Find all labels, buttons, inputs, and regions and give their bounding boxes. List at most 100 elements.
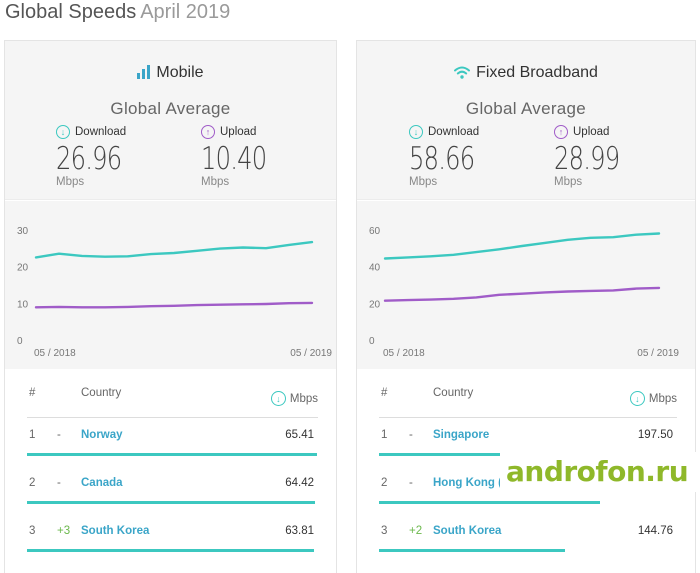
upload-arrow-icon: ↑ bbox=[554, 125, 568, 139]
signal-bars-icon bbox=[137, 65, 151, 84]
speed-header-label: Mbps bbox=[289, 392, 318, 405]
speed-header[interactable]: ↓ Mbps bbox=[629, 391, 677, 406]
row-speed-value: 63.81 bbox=[285, 525, 314, 537]
row-speed-bar bbox=[27, 501, 315, 504]
x-tick-end: 05 / 2019 bbox=[637, 348, 679, 359]
header-divider bbox=[27, 417, 318, 418]
speed-header-label: Mbps bbox=[648, 392, 677, 405]
y-tick-label: 20 bbox=[369, 299, 381, 310]
download-arrow-icon: ↓ bbox=[270, 391, 286, 406]
global-average-label: Global Average bbox=[465, 99, 587, 118]
download-label: Download bbox=[75, 126, 127, 138]
row-country-link[interactable]: Singapore bbox=[433, 429, 490, 441]
row-rank-change: +3 bbox=[57, 525, 71, 537]
y-tick-label: 40 bbox=[369, 263, 381, 274]
upload-label: Upload bbox=[220, 126, 257, 138]
country-header[interactable]: Country bbox=[81, 387, 122, 399]
upload-arrow-icon: ↑ bbox=[201, 125, 215, 139]
row-country-link[interactable]: South Korea bbox=[433, 525, 502, 537]
broadband-title[interactable]: Fixed Broadband bbox=[357, 64, 695, 84]
row-rank-change: +2 bbox=[409, 525, 423, 537]
row-country-link[interactable]: Norway bbox=[81, 429, 123, 441]
mobile-title[interactable]: Mobile bbox=[5, 64, 336, 84]
upload-value: 10.40 bbox=[201, 141, 267, 177]
row-rank: 2 bbox=[29, 477, 36, 489]
y-tick-label: 30 bbox=[17, 226, 29, 237]
download-value: 58.66 bbox=[409, 141, 475, 177]
row-speed-bar bbox=[27, 549, 314, 552]
wifi-icon bbox=[454, 66, 471, 84]
mobile-summary: Mobile Global Average ↓ Download 26.96 Mb… bbox=[5, 41, 336, 200]
row-country-link[interactable]: South Korea bbox=[81, 525, 150, 537]
y-tick-label: 10 bbox=[17, 299, 29, 310]
download-series-line[interactable] bbox=[383, 232, 661, 260]
table-header: # Country ↓ Mbps bbox=[357, 387, 695, 417]
y-tick-label: 0 bbox=[17, 336, 23, 347]
upload-series-line[interactable] bbox=[34, 301, 314, 309]
broadband-line-chart[interactable]: 60 40 20 0 05 / 2018 05 / 2019 bbox=[357, 201, 696, 369]
country-header[interactable]: Country bbox=[433, 387, 474, 399]
download-arrow-icon: ↓ bbox=[629, 391, 645, 406]
row-rank-change: - bbox=[409, 429, 413, 441]
y-tick-label: 0 bbox=[369, 336, 375, 347]
upload-unit: Mbps bbox=[201, 176, 230, 188]
global-average-label: Global Average bbox=[110, 99, 231, 118]
mobile-ranking-table: # Country ↓ Mbps 1 - Norway 65.41 2 - Canada 64.… bbox=[5, 369, 336, 573]
upload-series-line[interactable] bbox=[383, 286, 661, 302]
page-title: Global Speeds bbox=[5, 1, 137, 23]
row-speed-bar bbox=[27, 453, 317, 456]
x-tick-end: 05 / 2019 bbox=[290, 348, 332, 359]
row-rank-change: - bbox=[57, 477, 61, 489]
row-speed-value: 65.41 bbox=[285, 429, 314, 441]
x-tick-start: 05 / 2018 bbox=[383, 348, 425, 359]
download-arrow-icon: ↓ bbox=[56, 125, 70, 139]
row-rank: 3 bbox=[381, 525, 388, 537]
row-rank: 3 bbox=[29, 525, 36, 537]
download-arrow-icon: ↓ bbox=[409, 125, 423, 139]
speed-header[interactable]: ↓ Mbps bbox=[270, 391, 318, 406]
row-speed-value: 197.50 bbox=[637, 429, 673, 441]
row-speed-bar bbox=[379, 501, 600, 504]
mobile-upload: ↑ Upload 10.40 Mbps bbox=[201, 124, 321, 188]
rank-header: # bbox=[29, 387, 36, 399]
upload-label: Upload bbox=[573, 126, 610, 138]
header-divider bbox=[379, 417, 677, 418]
broadband-card: Fixed Broadband Global Average ↓ Download… bbox=[356, 40, 696, 573]
broadband-download: ↓ Download 58.66 Mbps bbox=[409, 124, 529, 188]
broadband-chart[interactable]: 60 40 20 0 05 / 2018 05 / 2019 bbox=[357, 201, 695, 369]
upload-value: 28.99 bbox=[554, 141, 620, 177]
table-row[interactable]: 2 - Canada 64.42 bbox=[5, 477, 336, 525]
row-rank-change: - bbox=[57, 429, 61, 441]
row-speed-value: 64.42 bbox=[285, 477, 314, 489]
upload-unit: Mbps bbox=[554, 176, 583, 188]
y-tick-label: 60 bbox=[369, 226, 381, 237]
broadband-title-label: Fixed Broadband bbox=[476, 64, 598, 81]
table-row[interactable]: 3 +3 South Korea 63.81 bbox=[5, 525, 336, 573]
page-header: Global Speeds April 2019 bbox=[5, 0, 230, 26]
download-value: 26.96 bbox=[56, 141, 122, 177]
x-tick-start: 05 / 2018 bbox=[34, 348, 76, 359]
mobile-title-label: Mobile bbox=[156, 64, 204, 81]
row-country-link[interactable]: Canada bbox=[81, 477, 123, 489]
mobile-download: ↓ Download 26.96 Mbps bbox=[56, 124, 176, 188]
table-row[interactable]: 1 - Norway 65.41 bbox=[5, 429, 336, 477]
mobile-line-chart[interactable]: 30 20 10 0 05 / 2018 05 / 2019 bbox=[5, 201, 337, 369]
download-label: Download bbox=[428, 126, 480, 138]
download-unit: Mbps bbox=[56, 176, 85, 188]
mobile-card: Mobile Global Average ↓ Download 26.96 Mb… bbox=[4, 40, 337, 573]
y-tick-label: 20 bbox=[17, 263, 29, 274]
page-subtitle: April 2019 bbox=[140, 1, 231, 23]
download-series-line[interactable] bbox=[34, 240, 314, 259]
download-unit: Mbps bbox=[409, 176, 438, 188]
table-header: # Country ↓ Mbps bbox=[5, 387, 336, 417]
mobile-chart[interactable]: 30 20 10 0 05 / 2018 05 / 2019 bbox=[5, 201, 336, 369]
row-rank: 2 bbox=[381, 477, 388, 489]
row-rank: 1 bbox=[381, 429, 388, 441]
table-row[interactable]: 3 +2 South Korea 144.76 bbox=[357, 525, 695, 573]
broadband-upload: ↑ Upload 28.99 Mbps bbox=[554, 124, 674, 188]
broadband-summary: Fixed Broadband Global Average ↓ Download… bbox=[357, 41, 695, 200]
rank-header: # bbox=[381, 387, 388, 399]
row-rank: 1 bbox=[29, 429, 36, 441]
watermark-logo: androfon.ru bbox=[500, 452, 700, 492]
row-rank-change: - bbox=[409, 477, 413, 489]
